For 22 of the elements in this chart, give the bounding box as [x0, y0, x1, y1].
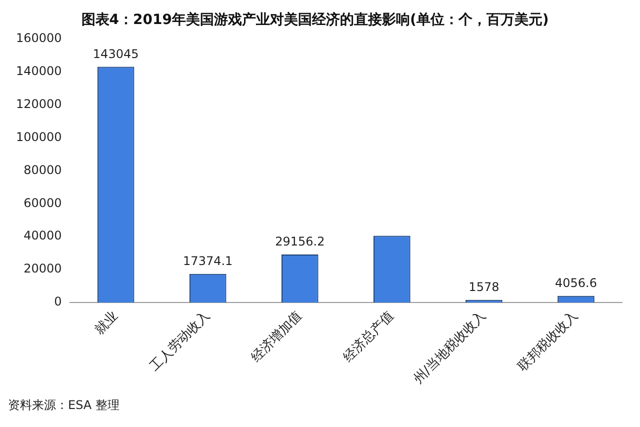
data-label: 143045 [92, 46, 139, 61]
y-tick-label: 160000 [16, 30, 62, 45]
data-label: 4056.6 [554, 276, 597, 290]
x-tick-label: 经济总产值 [340, 308, 398, 366]
y-tick-label: 20000 [24, 262, 62, 276]
chart-title: 图表4：2019年美国游戏产业对美国经济的直接影响(单位：个，百万美元) [81, 11, 549, 28]
data-label: 1578 [468, 280, 500, 294]
x-tick-label: 州/当地税收收入 [411, 308, 490, 387]
data-label: 29156.2 [275, 234, 325, 249]
y-tick-label: 80000 [24, 162, 62, 177]
x-tick-label: 经济增加值 [248, 308, 306, 366]
x-tick-label: 工人劳动收入 [147, 308, 214, 374]
y-tick-label: 40000 [24, 228, 62, 243]
y-tick-label: 120000 [16, 96, 62, 111]
data-label: 17374.1 [183, 254, 233, 268]
y-tick-label: 100000 [16, 130, 62, 144]
text: 资料来源：ESA 整理 [8, 397, 120, 414]
y-tick-label: 0 [54, 294, 62, 309]
x-tick-label: 就业 [92, 308, 122, 338]
y-tick-label: 60000 [24, 196, 62, 210]
y-tick-label: 140000 [16, 64, 62, 78]
x-tick-label: 联邦税收收入 [515, 308, 582, 374]
